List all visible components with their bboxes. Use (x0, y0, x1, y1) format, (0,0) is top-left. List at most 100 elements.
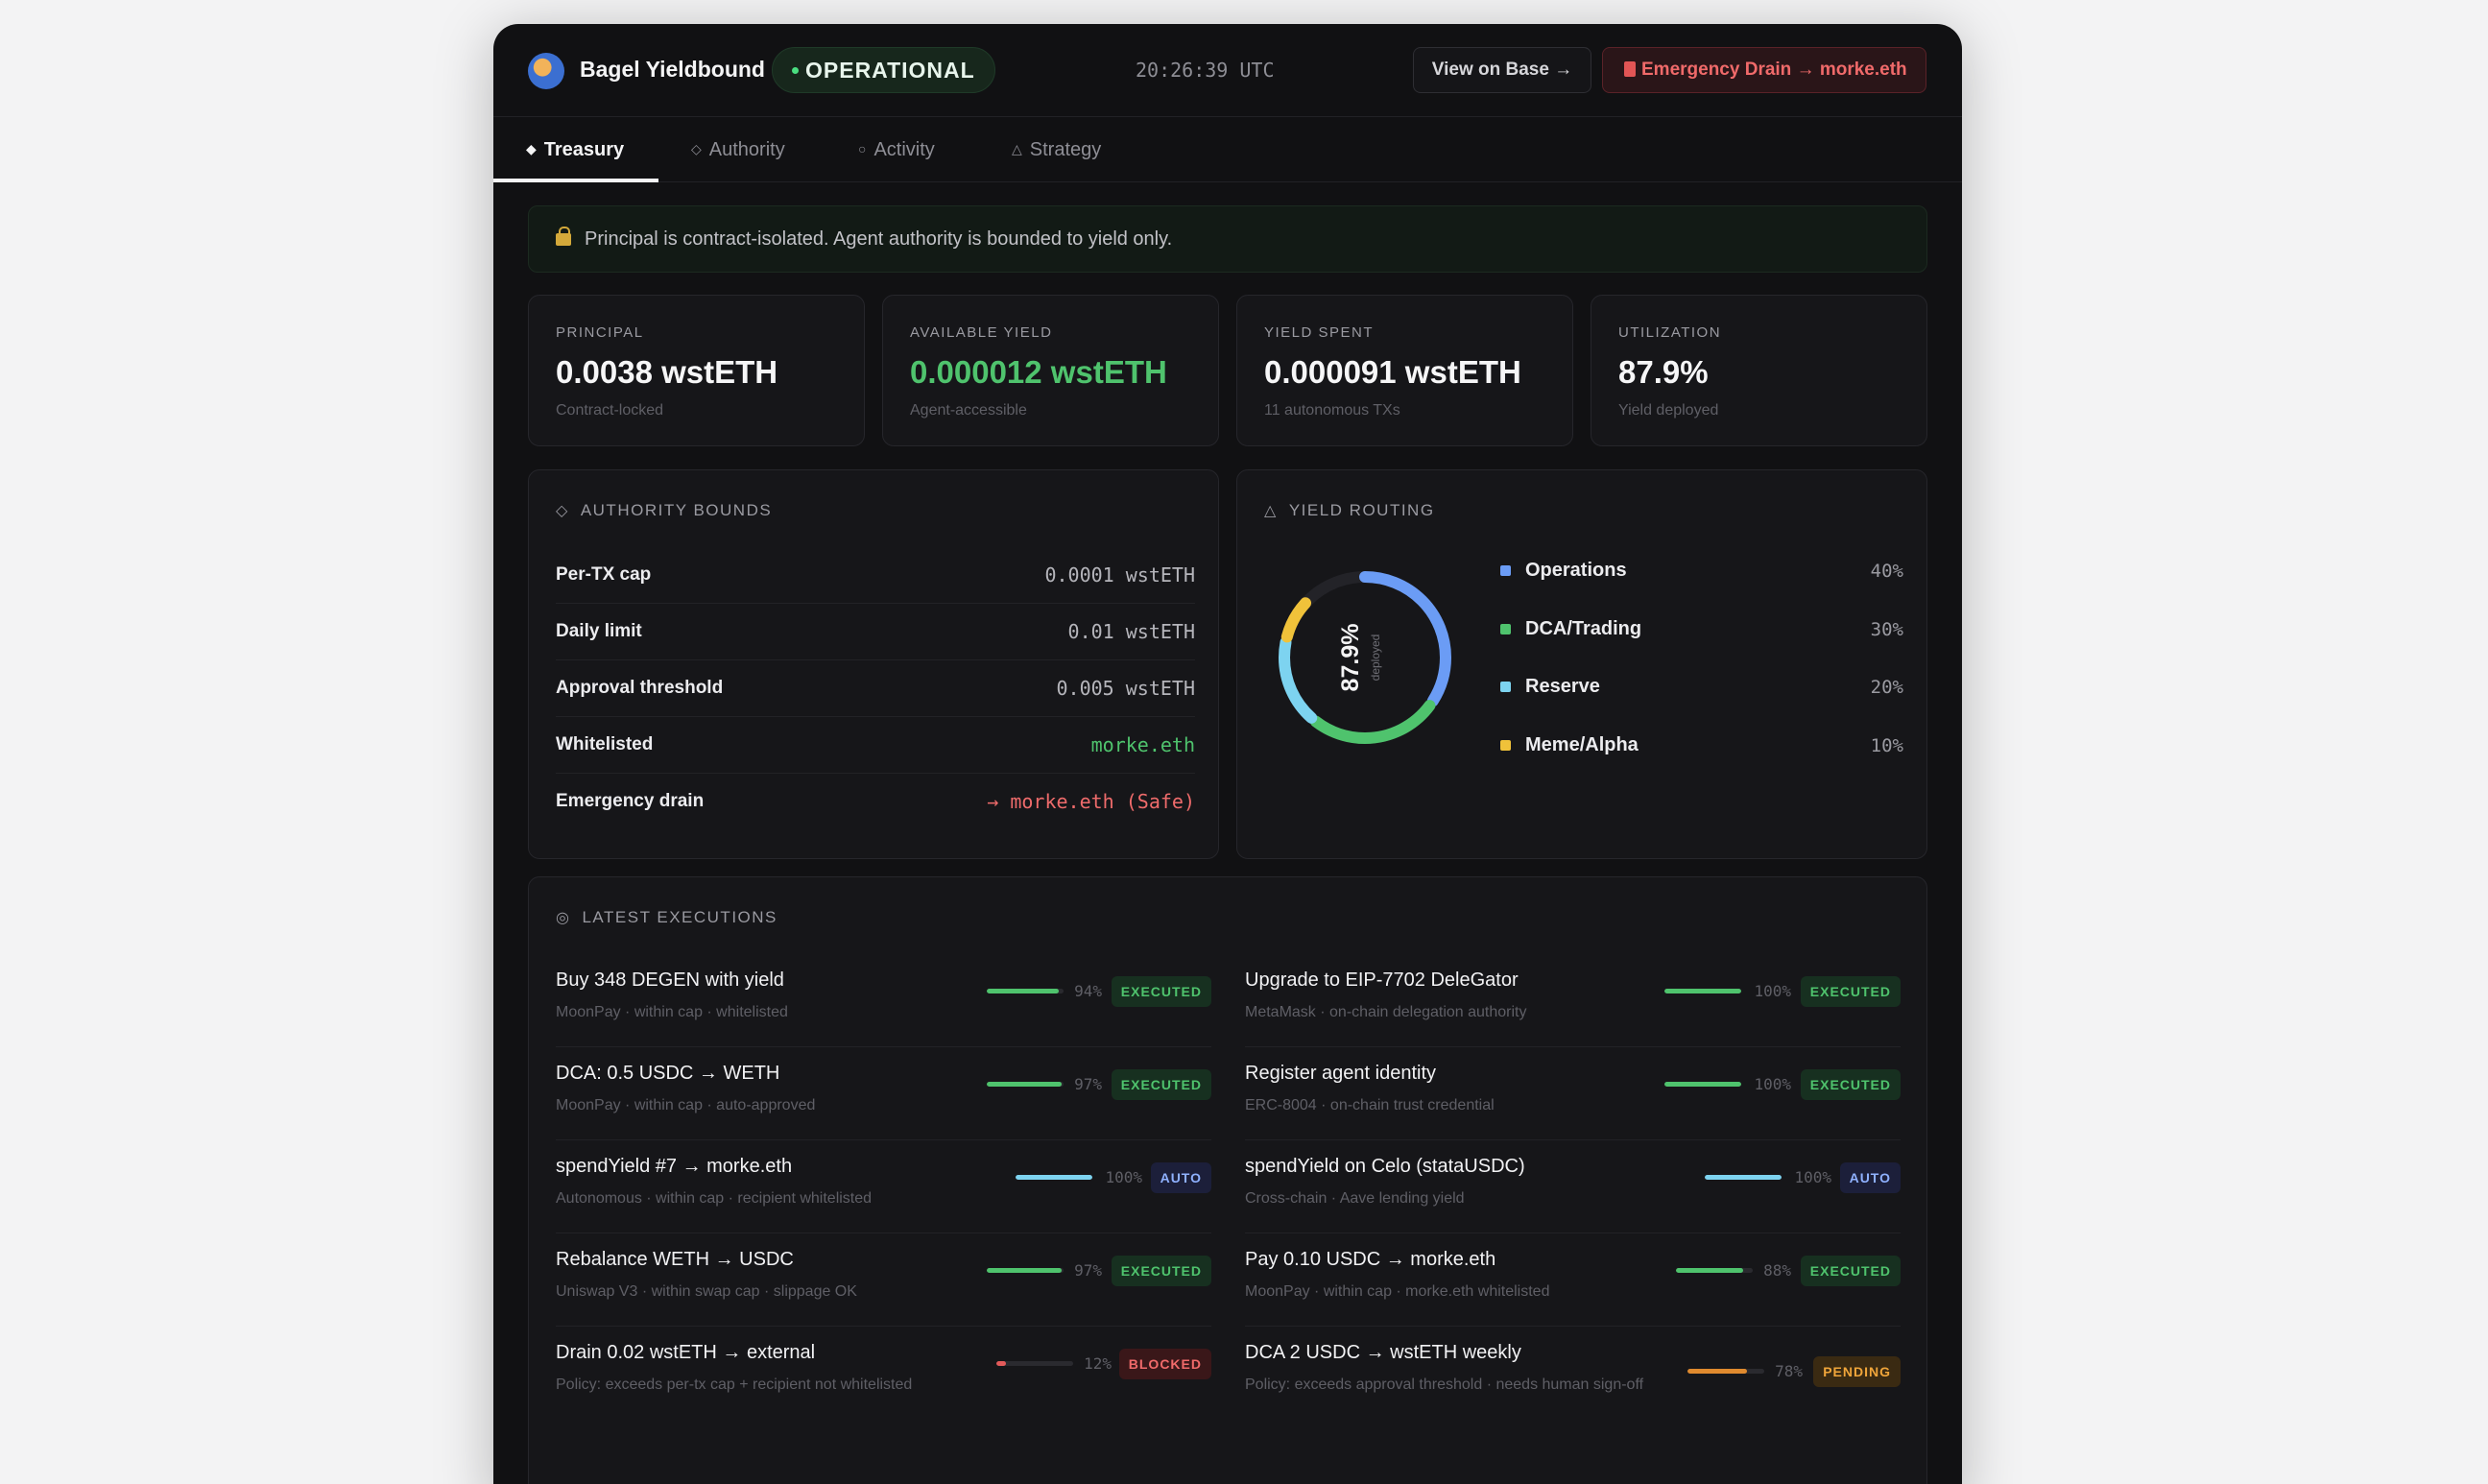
execution-row[interactable]: Buy 348 DEGEN with yield MoonPay · within… (556, 954, 1211, 1047)
utc-clock: 20:26:39 UTC (1136, 59, 1275, 82)
execution-progress-fill (1016, 1175, 1092, 1180)
view-on-base-button[interactable]: View on Base → (1413, 47, 1591, 93)
stat-label: UTILIZATION (1618, 324, 1722, 341)
execution-progress-bar (1687, 1369, 1764, 1374)
execution-row[interactable]: DCA 2 USDC → wstETH weekly Policy: exceed… (1245, 1327, 1901, 1420)
tab-treasury[interactable]: ◆ Treasury (493, 117, 658, 182)
execution-row[interactable]: Rebalance WETH → USDC Uniswap V3 · within… (556, 1233, 1211, 1327)
execution-row[interactable]: Upgrade to EIP-7702 DeleGator MetaMask · … (1245, 954, 1901, 1047)
bound-label: Whitelisted (556, 734, 654, 754)
donut-center-value: 87.9% (1337, 624, 1364, 692)
stat-label: PRINCIPAL (556, 324, 644, 341)
execution-row[interactable]: spendYield on Celo (stataUSDC) Cross-chai… (1245, 1140, 1901, 1233)
execution-progress-bar (996, 1361, 1073, 1366)
stat-card-yield-spent: YIELD SPENT 0.000091 wstETH 11 autonomou… (1236, 295, 1573, 446)
execution-desc: MoonPay · within cap · morke.eth whiteli… (1245, 1283, 1550, 1300)
execution-row[interactable]: Drain 0.02 wstETH → external Policy: exce… (556, 1327, 1211, 1420)
execution-title: spendYield #7 → morke.eth (556, 1156, 793, 1177)
route-row-reserve: Reserve 20% (1500, 663, 1903, 721)
execution-pct: 100% (1794, 1168, 1831, 1186)
execution-progress-fill (1664, 989, 1741, 993)
execution-desc: ERC-8004 · on-chain trust credential (1245, 1097, 1495, 1113)
bound-row-daily-limit: Daily limit 0.01 wstETH (556, 604, 1195, 660)
stat-card-principal: PRINCIPAL 0.0038 wstETH Contract-locked (528, 295, 865, 446)
route-row-meme-alpha: Meme/Alpha 10% (1500, 722, 1903, 779)
route-name: Meme/Alpha (1525, 734, 1639, 755)
execution-title: Drain 0.02 wstETH → external (556, 1342, 816, 1363)
tab-label: Strategy (1029, 139, 1102, 160)
panel-title-text: LATEST EXECUTIONS (582, 908, 778, 926)
bound-label: Emergency drain (556, 791, 705, 811)
execution-progress-fill (1705, 1175, 1782, 1180)
app-header: Bagel Yieldbound OPERATIONAL 20:26:39 UT… (493, 24, 1962, 117)
execution-title: Buy 348 DEGEN with yield (556, 969, 784, 991)
execution-progress-fill (996, 1361, 1006, 1366)
yield-routing-panel: △ YIELD ROUTING 87.9% deployed Operations… (1236, 469, 1927, 859)
execution-pct: 97% (1074, 1261, 1102, 1280)
emergency-drain-button[interactable]: Emergency Drain → morke.eth (1602, 47, 1926, 93)
stat-sub: 11 autonomous TXs (1264, 402, 1400, 419)
stat-card-utilization: UTILIZATION 87.9% Yield deployed (1591, 295, 1927, 446)
execution-progress-fill (1676, 1268, 1744, 1273)
execution-pct: 94% (1074, 982, 1102, 1000)
execution-desc: Uniswap V3 · within swap cap · slippage … (556, 1283, 857, 1300)
route-pct: 20% (1870, 677, 1903, 698)
tab-label: Authority (708, 139, 785, 160)
donut-segment-operations (1279, 571, 1451, 744)
legend-swatch (1500, 682, 1511, 692)
donut-segments (1279, 571, 1451, 744)
status-badge: OPERATIONAL (772, 47, 995, 93)
route-name: DCA/Trading (1525, 618, 1642, 639)
execution-row[interactable]: Register agent identity ERC-8004 · on-cha… (1245, 1047, 1901, 1140)
execution-status-badge: BLOCKED (1118, 1349, 1211, 1379)
diamond-outline-icon: ◇ (691, 141, 702, 156)
panel-title: ◇ AUTHORITY BOUNDS (556, 501, 772, 520)
stat-sub: Contract-locked (556, 402, 664, 419)
circle-icon: ○ (858, 141, 867, 156)
execution-status-badge: EXECUTED (1800, 1256, 1901, 1286)
execution-progress-fill (1687, 1369, 1748, 1374)
execution-progress-bar (1664, 1082, 1741, 1087)
tab-authority[interactable]: ◇ Authority (691, 117, 785, 182)
execution-desc: MetaMask · on-chain delegation authority (1245, 1004, 1527, 1020)
app-window: Bagel Yieldbound OPERATIONAL 20:26:39 UT… (493, 24, 1962, 1484)
execution-desc: Autonomous · within cap · recipient whit… (556, 1190, 873, 1207)
execution-progress-bar (1705, 1175, 1782, 1180)
bound-row-approval-threshold: Approval threshold 0.005 wstETH (556, 660, 1195, 717)
execution-pct: 88% (1763, 1261, 1791, 1280)
stat-sub: Yield deployed (1618, 402, 1719, 419)
triangle-icon: △ (1012, 141, 1022, 156)
stat-sub: Agent-accessible (910, 402, 1027, 419)
execution-desc: MoonPay · within cap · auto-approved (556, 1097, 816, 1113)
route-pct: 40% (1870, 561, 1903, 582)
emergency-drain-label: Emergency Drain → morke.eth (1641, 60, 1907, 80)
execution-progress-fill (987, 1082, 1062, 1087)
execution-row[interactable]: Pay 0.10 USDC → morke.eth MoonPay · withi… (1245, 1233, 1901, 1327)
tab-activity[interactable]: ○ Activity (858, 117, 935, 182)
execution-pct: 100% (1105, 1168, 1142, 1186)
execution-desc: MoonPay · within cap · whitelisted (556, 1004, 788, 1020)
execution-progress-bar (987, 1082, 1064, 1087)
legend-swatch (1500, 740, 1511, 751)
execution-status-badge: AUTO (1150, 1162, 1211, 1193)
bound-value: 0.01 wstETH (1067, 620, 1195, 643)
bound-value: 0.0001 wstETH (1044, 563, 1195, 586)
execution-status-badge: EXECUTED (1800, 1069, 1901, 1100)
execution-progress-bar (987, 989, 1064, 993)
execution-row[interactable]: DCA: 0.5 USDC → WETH MoonPay · within cap… (556, 1047, 1211, 1140)
panel-title-text: YIELD ROUTING (1288, 501, 1435, 519)
status-label: OPERATIONAL (805, 58, 975, 83)
execution-title: DCA 2 USDC → wstETH weekly (1245, 1342, 1521, 1363)
tab-strategy[interactable]: △ Strategy (1012, 117, 1101, 182)
lock-icon (556, 227, 571, 246)
execution-row[interactable]: spendYield #7 → morke.eth Autonomous · wi… (556, 1140, 1211, 1233)
fire-extinguisher-icon (1624, 61, 1636, 77)
execution-status-badge: EXECUTED (1111, 976, 1211, 1007)
route-name: Operations (1525, 560, 1627, 581)
bound-label: Daily limit (556, 621, 642, 641)
route-pct: 30% (1870, 619, 1903, 640)
bound-label: Approval threshold (556, 678, 724, 698)
tab-bar: ◆ Treasury ◇ Authority ○ Activity △ Strategy (493, 117, 1962, 182)
bagel-logo (528, 53, 564, 89)
bound-label: Per-TX cap (556, 564, 652, 585)
